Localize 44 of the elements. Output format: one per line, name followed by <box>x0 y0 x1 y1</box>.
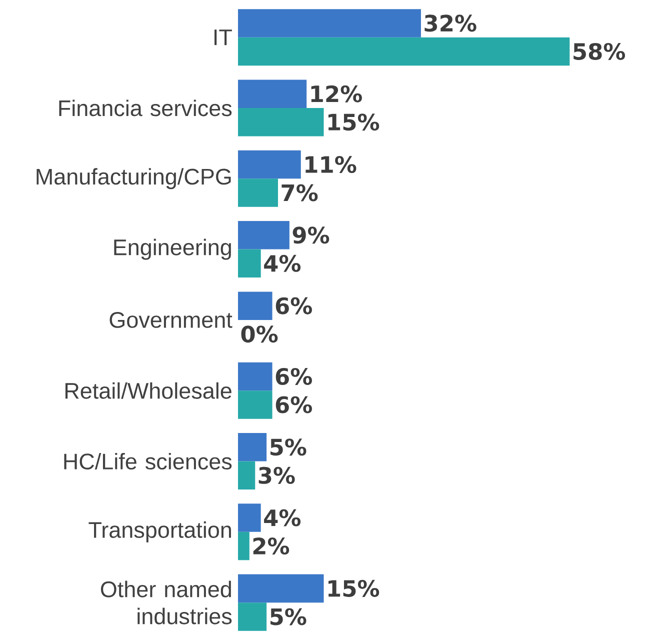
y-tick-label: Engineering <box>114 238 231 260</box>
y-tick-label: Government <box>110 312 232 328</box>
data-label: 4% <box>264 509 301 526</box>
data-label: 3% <box>258 466 295 484</box>
bar <box>238 150 301 179</box>
data-label: 15% <box>328 580 380 597</box>
bar <box>238 362 272 391</box>
data-label: 12% <box>311 85 362 102</box>
bar <box>238 221 290 250</box>
bar <box>238 574 324 603</box>
bar <box>238 9 421 38</box>
bar <box>238 504 261 532</box>
y-tick-label: Transportation <box>88 521 231 542</box>
y-tick-label: Financia services <box>59 100 232 116</box>
data-label: 0% <box>241 326 278 343</box>
y-tick-label: Manufacturing/CPG <box>36 168 231 190</box>
y-tick-label: IT <box>214 30 232 46</box>
data-label: 11% <box>306 156 356 174</box>
data-label: 4% <box>264 254 301 272</box>
y-tick-label: Other named industries <box>100 580 232 624</box>
bar <box>238 292 272 320</box>
data-label: 5% <box>270 608 306 626</box>
bar <box>238 390 272 419</box>
data-label: 5% <box>270 438 306 456</box>
data-label: 7% <box>282 184 318 202</box>
data-label: 6% <box>276 297 312 314</box>
bar <box>238 80 307 108</box>
bar <box>238 602 267 631</box>
bar <box>238 37 570 66</box>
data-label: 58% <box>574 42 625 60</box>
bar <box>238 461 256 490</box>
bar <box>238 532 250 560</box>
bar <box>238 249 261 278</box>
y-tick-label: HC/Life sciences <box>64 453 232 470</box>
bar <box>238 178 278 207</box>
data-label: 9% <box>292 226 330 244</box>
data-label: 6% <box>276 368 312 386</box>
data-label: 6% <box>276 396 312 414</box>
bar <box>238 108 324 136</box>
data-label: 15% <box>328 114 380 131</box>
data-label: 32% <box>424 14 476 32</box>
bar <box>238 433 267 462</box>
data-label: 2% <box>253 538 290 555</box>
y-tick-label: Retail/Wholesale <box>65 382 232 399</box>
